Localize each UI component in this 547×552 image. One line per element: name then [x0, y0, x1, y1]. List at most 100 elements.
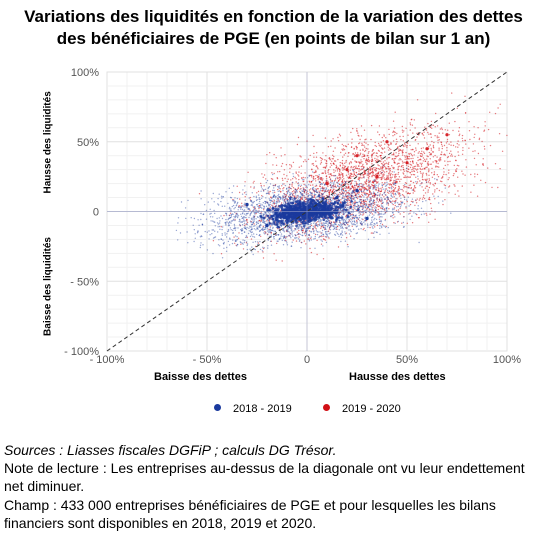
- data-point: [284, 196, 286, 198]
- data-point: [478, 137, 481, 139]
- data-point: [288, 227, 291, 229]
- data-point: [330, 174, 333, 177]
- data-point: [265, 200, 267, 203]
- data-point: [366, 179, 368, 181]
- data-point: [279, 188, 281, 190]
- data-point: [364, 220, 366, 222]
- data-point: [398, 211, 400, 214]
- data-point: [288, 195, 290, 198]
- data-point: [385, 208, 388, 210]
- data-point: [354, 224, 356, 226]
- data-point: [329, 166, 331, 168]
- data-point: [264, 220, 266, 223]
- data-point: [436, 174, 438, 176]
- data-point: [220, 238, 222, 240]
- data-point: [395, 190, 397, 193]
- data-point: [308, 184, 310, 186]
- data-point: [352, 168, 354, 171]
- data-point: [327, 198, 329, 200]
- data-point: [412, 173, 414, 176]
- data-point: [251, 228, 253, 230]
- data-point: [309, 154, 311, 157]
- data-point: [356, 194, 358, 196]
- data-point: [273, 172, 275, 175]
- data-point: [384, 165, 386, 168]
- data-point: [403, 176, 405, 179]
- data-point: [355, 145, 357, 148]
- data-point: [361, 224, 363, 226]
- data-point: [341, 230, 343, 232]
- data-point: [344, 187, 346, 190]
- data-point: [221, 257, 224, 259]
- data-point: [358, 170, 360, 172]
- data-point: [312, 162, 314, 165]
- data-point: [324, 227, 326, 229]
- data-point: [375, 145, 378, 148]
- data-point: [332, 138, 334, 140]
- data-point: [287, 189, 290, 192]
- data-point: [421, 175, 424, 177]
- data-point: [337, 193, 340, 196]
- data-point: [423, 131, 425, 133]
- data-point: [447, 129, 449, 131]
- data-point: [262, 195, 264, 198]
- data-point: [461, 134, 464, 137]
- data-point: [302, 187, 304, 189]
- data-point: [291, 198, 294, 200]
- data-point: [382, 175, 384, 177]
- data-point: [317, 179, 319, 181]
- data-point: [376, 178, 378, 180]
- data-point: [325, 191, 327, 193]
- data-point: [341, 231, 343, 234]
- data-point: [489, 111, 491, 114]
- data-point: [377, 191, 379, 194]
- data-point: [304, 177, 306, 179]
- data-point: [414, 204, 416, 207]
- data-point: [481, 140, 483, 143]
- data-point: [373, 169, 376, 171]
- data-point: [286, 180, 288, 183]
- data-point: [249, 196, 252, 199]
- data-point: [374, 203, 376, 205]
- data-point: [374, 188, 377, 190]
- data-point: [324, 183, 326, 186]
- data-point: [391, 171, 393, 173]
- data-point: [270, 199, 272, 202]
- data-point: [321, 172, 323, 174]
- data-point: [380, 189, 383, 191]
- data-point: [373, 152, 375, 154]
- data-point: [253, 212, 255, 214]
- data-point: [356, 187, 359, 190]
- data-point: [366, 155, 368, 157]
- data-point: [421, 178, 424, 181]
- data-point: [214, 236, 217, 238]
- data-point: [317, 221, 319, 223]
- data-point: [439, 160, 441, 162]
- data-point: [284, 184, 287, 187]
- data-point: [283, 183, 285, 185]
- data-point: [375, 218, 378, 221]
- data-point: [316, 176, 319, 179]
- data-point: [250, 212, 252, 214]
- data-point: [346, 186, 348, 188]
- data-point: [386, 201, 389, 204]
- data-point: [385, 188, 387, 190]
- data-point: [361, 191, 363, 193]
- data-point: [245, 241, 248, 243]
- data-point: [356, 223, 358, 225]
- data-point: [329, 178, 332, 180]
- data-point: [295, 228, 297, 230]
- data-point: [190, 217, 192, 219]
- data-point: [280, 165, 283, 167]
- data-point: [348, 194, 350, 196]
- data-point: [389, 171, 391, 173]
- data-point: [263, 189, 265, 191]
- data-point: [426, 174, 428, 176]
- data-point: [301, 228, 303, 230]
- data-point: [352, 204, 355, 206]
- data-point: [282, 199, 284, 201]
- data-point: [353, 170, 355, 173]
- data-point: [378, 144, 380, 146]
- data-point: [446, 149, 448, 152]
- data-point: [261, 204, 263, 206]
